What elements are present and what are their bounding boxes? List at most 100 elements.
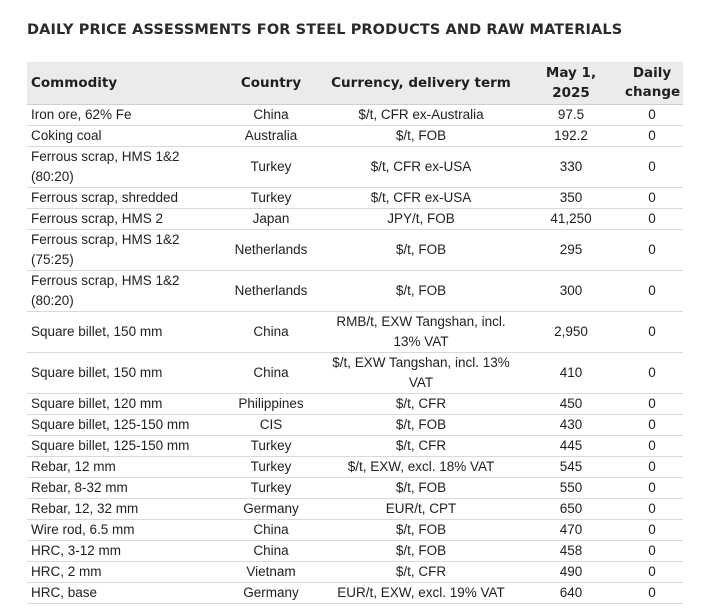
cell-country: Turkey — [221, 146, 321, 188]
cell-currency: $/t, FOB — [321, 270, 521, 312]
cell-country: China — [221, 311, 321, 353]
table-row: HRC, base Germany EUR/t, EXW, excl. 19% VA… — [27, 582, 683, 604]
cell-country: Germany — [221, 582, 321, 604]
cell-country: Turkey — [221, 477, 321, 499]
cell-commodity: Ferrous scrap, shredded — [27, 187, 221, 209]
cell-daily-change: 0 — [621, 519, 683, 541]
table-row: HRC, 3-12 mm China $/t, FOB 458 0 — [27, 540, 683, 562]
table-row: Square billet, 150 mm China RMB/t, EXW Tan… — [27, 311, 683, 353]
cell-currency: RMB/t, EXW Tangshan, incl. 13% VAT — [321, 311, 521, 353]
header-daily-change-line2: change — [625, 84, 681, 100]
cell-country: Germany — [221, 498, 321, 520]
cell-commodity: Square billet, 125-150 mm — [27, 435, 221, 457]
cell-price: 350 — [521, 187, 621, 209]
cell-price: 330 — [521, 146, 621, 188]
cell-country: Netherlands — [221, 270, 321, 312]
table-row: Coking coal Australia $/t, FOB 192.2 0 — [27, 125, 683, 147]
cell-price: 410 — [521, 352, 621, 394]
cell-country: Turkey — [221, 456, 321, 478]
table-row: Square billet, 125-150 mm CIS $/t, FOB 430 0 — [27, 414, 683, 436]
cell-daily-change: 0 — [621, 208, 683, 230]
cell-daily-change: 0 — [621, 229, 683, 271]
cell-commodity: Ferrous scrap, HMS 1&2 (75:25) — [27, 229, 221, 271]
cell-commodity: Square billet, 150 mm — [27, 311, 221, 353]
header-daily-change: Daily change — [621, 62, 683, 105]
cell-commodity: HRC, base — [27, 582, 221, 604]
cell-country: Australia — [221, 125, 321, 147]
cell-price: 430 — [521, 414, 621, 436]
table-row: Rebar, 12, 32 mm Germany EUR/t, CPT 650 0 — [27, 498, 683, 520]
cell-currency: EUR/t, CPT — [321, 498, 521, 520]
cell-currency: $/t, CFR ex-Australia — [321, 104, 521, 126]
header-date: May 1, 2025 — [521, 62, 621, 105]
cell-commodity: Rebar, 12 mm — [27, 456, 221, 478]
cell-commodity: HRC, 2 mm — [27, 561, 221, 583]
price-table: Commodity Country Currency, delivery ter… — [27, 62, 683, 604]
cell-price: 445 — [521, 435, 621, 457]
cell-currency: $/t, CFR ex-USA — [321, 146, 521, 188]
cell-daily-change: 0 — [621, 352, 683, 394]
cell-country: Turkey — [221, 435, 321, 457]
table-row: Ferrous scrap, HMS 1&2 (80:20) Netherland… — [27, 270, 683, 312]
cell-country: China — [221, 104, 321, 126]
cell-price: 2,950 — [521, 311, 621, 353]
cell-price: 450 — [521, 393, 621, 415]
cell-price: 300 — [521, 270, 621, 312]
table-row: Rebar, 8-32 mm Turkey $/t, FOB 550 0 — [27, 477, 683, 499]
cell-currency: $/t, FOB — [321, 519, 521, 541]
cell-country: China — [221, 540, 321, 562]
cell-price: 470 — [521, 519, 621, 541]
table-body: Iron ore, 62% Fe China $/t, CFR ex-Austral… — [27, 104, 683, 604]
cell-price: 545 — [521, 456, 621, 478]
table-row: HRC, 2 mm Vietnam $/t, CFR 490 0 — [27, 561, 683, 583]
cell-commodity: Ferrous scrap, HMS 2 — [27, 208, 221, 230]
cell-commodity: Ferrous scrap, HMS 1&2 (80:20) — [27, 146, 221, 188]
cell-daily-change: 0 — [621, 540, 683, 562]
cell-currency: $/t, FOB — [321, 540, 521, 562]
table-row: Iron ore, 62% Fe China $/t, CFR ex-Austral… — [27, 104, 683, 126]
cell-daily-change: 0 — [621, 146, 683, 188]
cell-currency: $/t, FOB — [321, 414, 521, 436]
cell-currency: EUR/t, EXW, excl. 19% VAT — [321, 582, 521, 604]
cell-commodity: Square billet, 125-150 mm — [27, 414, 221, 436]
cell-country: China — [221, 352, 321, 394]
table-header-row: Commodity Country Currency, delivery ter… — [27, 62, 683, 105]
header-commodity: Commodity — [27, 62, 221, 105]
header-daily-change-line1: Daily — [632, 65, 672, 81]
cell-commodity: Ferrous scrap, HMS 1&2 (80:20) — [27, 270, 221, 312]
cell-daily-change: 0 — [621, 104, 683, 126]
table-row: Square billet, 125-150 mm Turkey $/t, CFR 4… — [27, 435, 683, 457]
table-row: Ferrous scrap, shredded Turkey $/t, CFR ex… — [27, 187, 683, 209]
cell-price: 97.5 — [521, 104, 621, 126]
cell-commodity: Iron ore, 62% Fe — [27, 104, 221, 126]
cell-currency: $/t, CFR — [321, 435, 521, 457]
header-country: Country — [221, 62, 321, 105]
cell-commodity: Wire rod, 6.5 mm — [27, 519, 221, 541]
cell-daily-change: 0 — [621, 187, 683, 209]
cell-commodity: Square billet, 150 mm — [27, 352, 221, 394]
cell-currency: $/t, FOB — [321, 125, 521, 147]
table-row: Ferrous scrap, HMS 2 Japan JPY/t, FOB 41,25… — [27, 208, 683, 230]
cell-currency: $/t, EXW Tangshan, incl. 13% VAT — [321, 352, 521, 394]
cell-currency: $/t, FOB — [321, 477, 521, 499]
cell-country: China — [221, 519, 321, 541]
cell-price: 192.2 — [521, 125, 621, 147]
table-row: Ferrous scrap, HMS 1&2 (80:20) Turkey $/t,… — [27, 146, 683, 188]
header-currency: Currency, delivery term — [321, 62, 521, 105]
cell-country: Netherlands — [221, 229, 321, 271]
cell-country: Turkey — [221, 187, 321, 209]
cell-commodity: Rebar, 8-32 mm — [27, 477, 221, 499]
cell-daily-change: 0 — [621, 477, 683, 499]
cell-commodity: Rebar, 12, 32 mm — [27, 498, 221, 520]
cell-currency: $/t, EXW, excl. 18% VAT — [321, 456, 521, 478]
cell-price: 650 — [521, 498, 621, 520]
cell-daily-change: 0 — [621, 393, 683, 415]
cell-daily-change: 0 — [621, 414, 683, 436]
cell-country: Japan — [221, 208, 321, 230]
cell-price: 490 — [521, 561, 621, 583]
cell-currency: $/t, CFR ex-USA — [321, 187, 521, 209]
cell-country: Vietnam — [221, 561, 321, 583]
cell-commodity: Coking coal — [27, 125, 221, 147]
cell-price: 295 — [521, 229, 621, 271]
table-row: Ferrous scrap, HMS 1&2 (75:25) Netherland… — [27, 229, 683, 271]
